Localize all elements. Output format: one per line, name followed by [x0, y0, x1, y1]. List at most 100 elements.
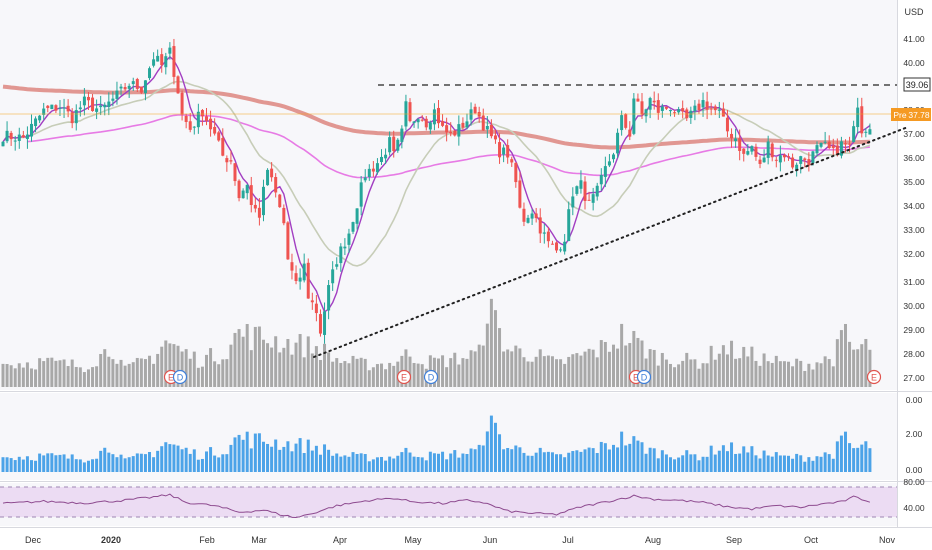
- volume-bar: [514, 345, 518, 387]
- volume-bar: [323, 343, 327, 387]
- volume-bar: [38, 358, 42, 387]
- candle-body: [95, 108, 99, 112]
- volume-histogram-bar: [843, 431, 847, 472]
- candle-body: [575, 186, 579, 194]
- candle-body: [266, 169, 270, 186]
- dividend-marker[interactable]: D: [172, 369, 188, 385]
- volume-bar: [355, 358, 359, 387]
- volume-histogram-bar: [335, 453, 339, 472]
- marker-label: D: [641, 373, 648, 383]
- volume-histogram-bar: [782, 455, 786, 472]
- volume-bar: [237, 329, 241, 387]
- volume-bar: [534, 356, 538, 387]
- volume-histogram-bar: [856, 447, 860, 472]
- candle-body: [50, 104, 54, 110]
- volume-histogram-bar: [644, 453, 648, 472]
- volume-bar: [225, 359, 229, 387]
- volume-histogram-bar: [831, 458, 835, 472]
- volume-bar: [436, 358, 440, 387]
- pre-market-label-bg: [891, 108, 931, 121]
- candle-body: [135, 79, 139, 89]
- rsi-line: [2, 493, 871, 519]
- volume-histogram-bar: [221, 454, 225, 472]
- volume-histogram-bar: [95, 458, 99, 472]
- volume-bar: [713, 359, 717, 387]
- candle-body: [648, 98, 652, 110]
- volume-histogram-bar: [693, 454, 697, 472]
- volume-histogram-bar: [571, 451, 575, 472]
- volume-histogram-bar: [127, 457, 131, 472]
- volume-bar: [681, 360, 685, 387]
- volume-bar: [607, 351, 611, 387]
- volume-bar: [795, 358, 799, 387]
- rsi-band: [0, 487, 897, 517]
- volume-bar: [632, 330, 636, 387]
- volume-bar: [66, 366, 70, 387]
- candle-body: [99, 105, 103, 108]
- volume-histogram-bar: [38, 453, 42, 472]
- volume-histogram-bar: [168, 444, 172, 472]
- volume-histogram-bar: [563, 457, 567, 472]
- candle-body: [355, 208, 359, 224]
- volume-bar: [241, 336, 245, 387]
- volume-histogram-bar: [323, 444, 327, 472]
- volume-histogram-bar: [583, 449, 587, 472]
- candle-body: [196, 111, 200, 128]
- candle-body: [457, 124, 461, 137]
- time-tick-label: Dec: [25, 535, 42, 545]
- time-tick-label: Mar: [251, 535, 267, 545]
- dividend-marker[interactable]: D: [423, 369, 439, 385]
- volume-histogram-bar: [668, 457, 672, 472]
- candle-body: [1, 141, 5, 147]
- volume-bar: [351, 355, 355, 387]
- candle-body: [713, 106, 717, 111]
- dividend-marker[interactable]: D: [636, 369, 652, 385]
- volume-bar: [17, 363, 21, 387]
- volume-histogram-bar: [750, 446, 754, 472]
- volume-histogram-bar: [34, 460, 38, 472]
- earnings-marker[interactable]: E: [396, 369, 412, 385]
- volume-histogram-bar: [770, 456, 774, 472]
- volume-histogram-bar: [685, 450, 689, 472]
- volume-histogram-bar: [538, 447, 542, 472]
- volume-histogram-bar: [180, 449, 184, 472]
- candle-body: [734, 138, 738, 142]
- volume-histogram-bar: [327, 449, 331, 472]
- volume-histogram-bar: [115, 457, 119, 472]
- volume-histogram-bar: [424, 460, 428, 472]
- candle-body: [770, 143, 774, 158]
- volume-bar: [217, 364, 221, 387]
- volume-bar: [266, 343, 270, 387]
- volume-histogram-bar: [811, 460, 815, 472]
- volume-bar: [78, 367, 82, 387]
- candle-body: [380, 156, 384, 163]
- volume-bar: [612, 344, 615, 387]
- volume-bar: [774, 355, 778, 387]
- volume-bar: [603, 341, 607, 387]
- volume-bar: [628, 343, 632, 387]
- candle-body: [148, 68, 152, 79]
- candle-body: [445, 125, 449, 133]
- volume-bar: [766, 361, 770, 387]
- candle-body: [758, 159, 762, 164]
- volume-bar: [668, 363, 672, 387]
- volume-histogram-bar: [400, 452, 404, 472]
- volume-bar: [21, 367, 25, 387]
- earnings-marker[interactable]: E: [866, 369, 882, 385]
- volume-histogram-bar: [249, 448, 253, 472]
- volume-bar: [233, 332, 237, 387]
- candle-body: [441, 121, 445, 126]
- moving-average-5: [2, 55, 871, 313]
- volume-bar: [335, 358, 339, 387]
- volume-bar: [677, 364, 681, 387]
- volume-bar: [815, 362, 819, 387]
- rsi-axis: 80.00 40.00: [903, 477, 925, 513]
- volume-bar: [58, 360, 62, 387]
- volume-bar: [180, 351, 184, 387]
- candle-body: [416, 119, 420, 123]
- price-tick-label: 34.00: [903, 201, 925, 211]
- candle-body: [636, 98, 640, 102]
- volume-histogram-bar: [42, 455, 46, 472]
